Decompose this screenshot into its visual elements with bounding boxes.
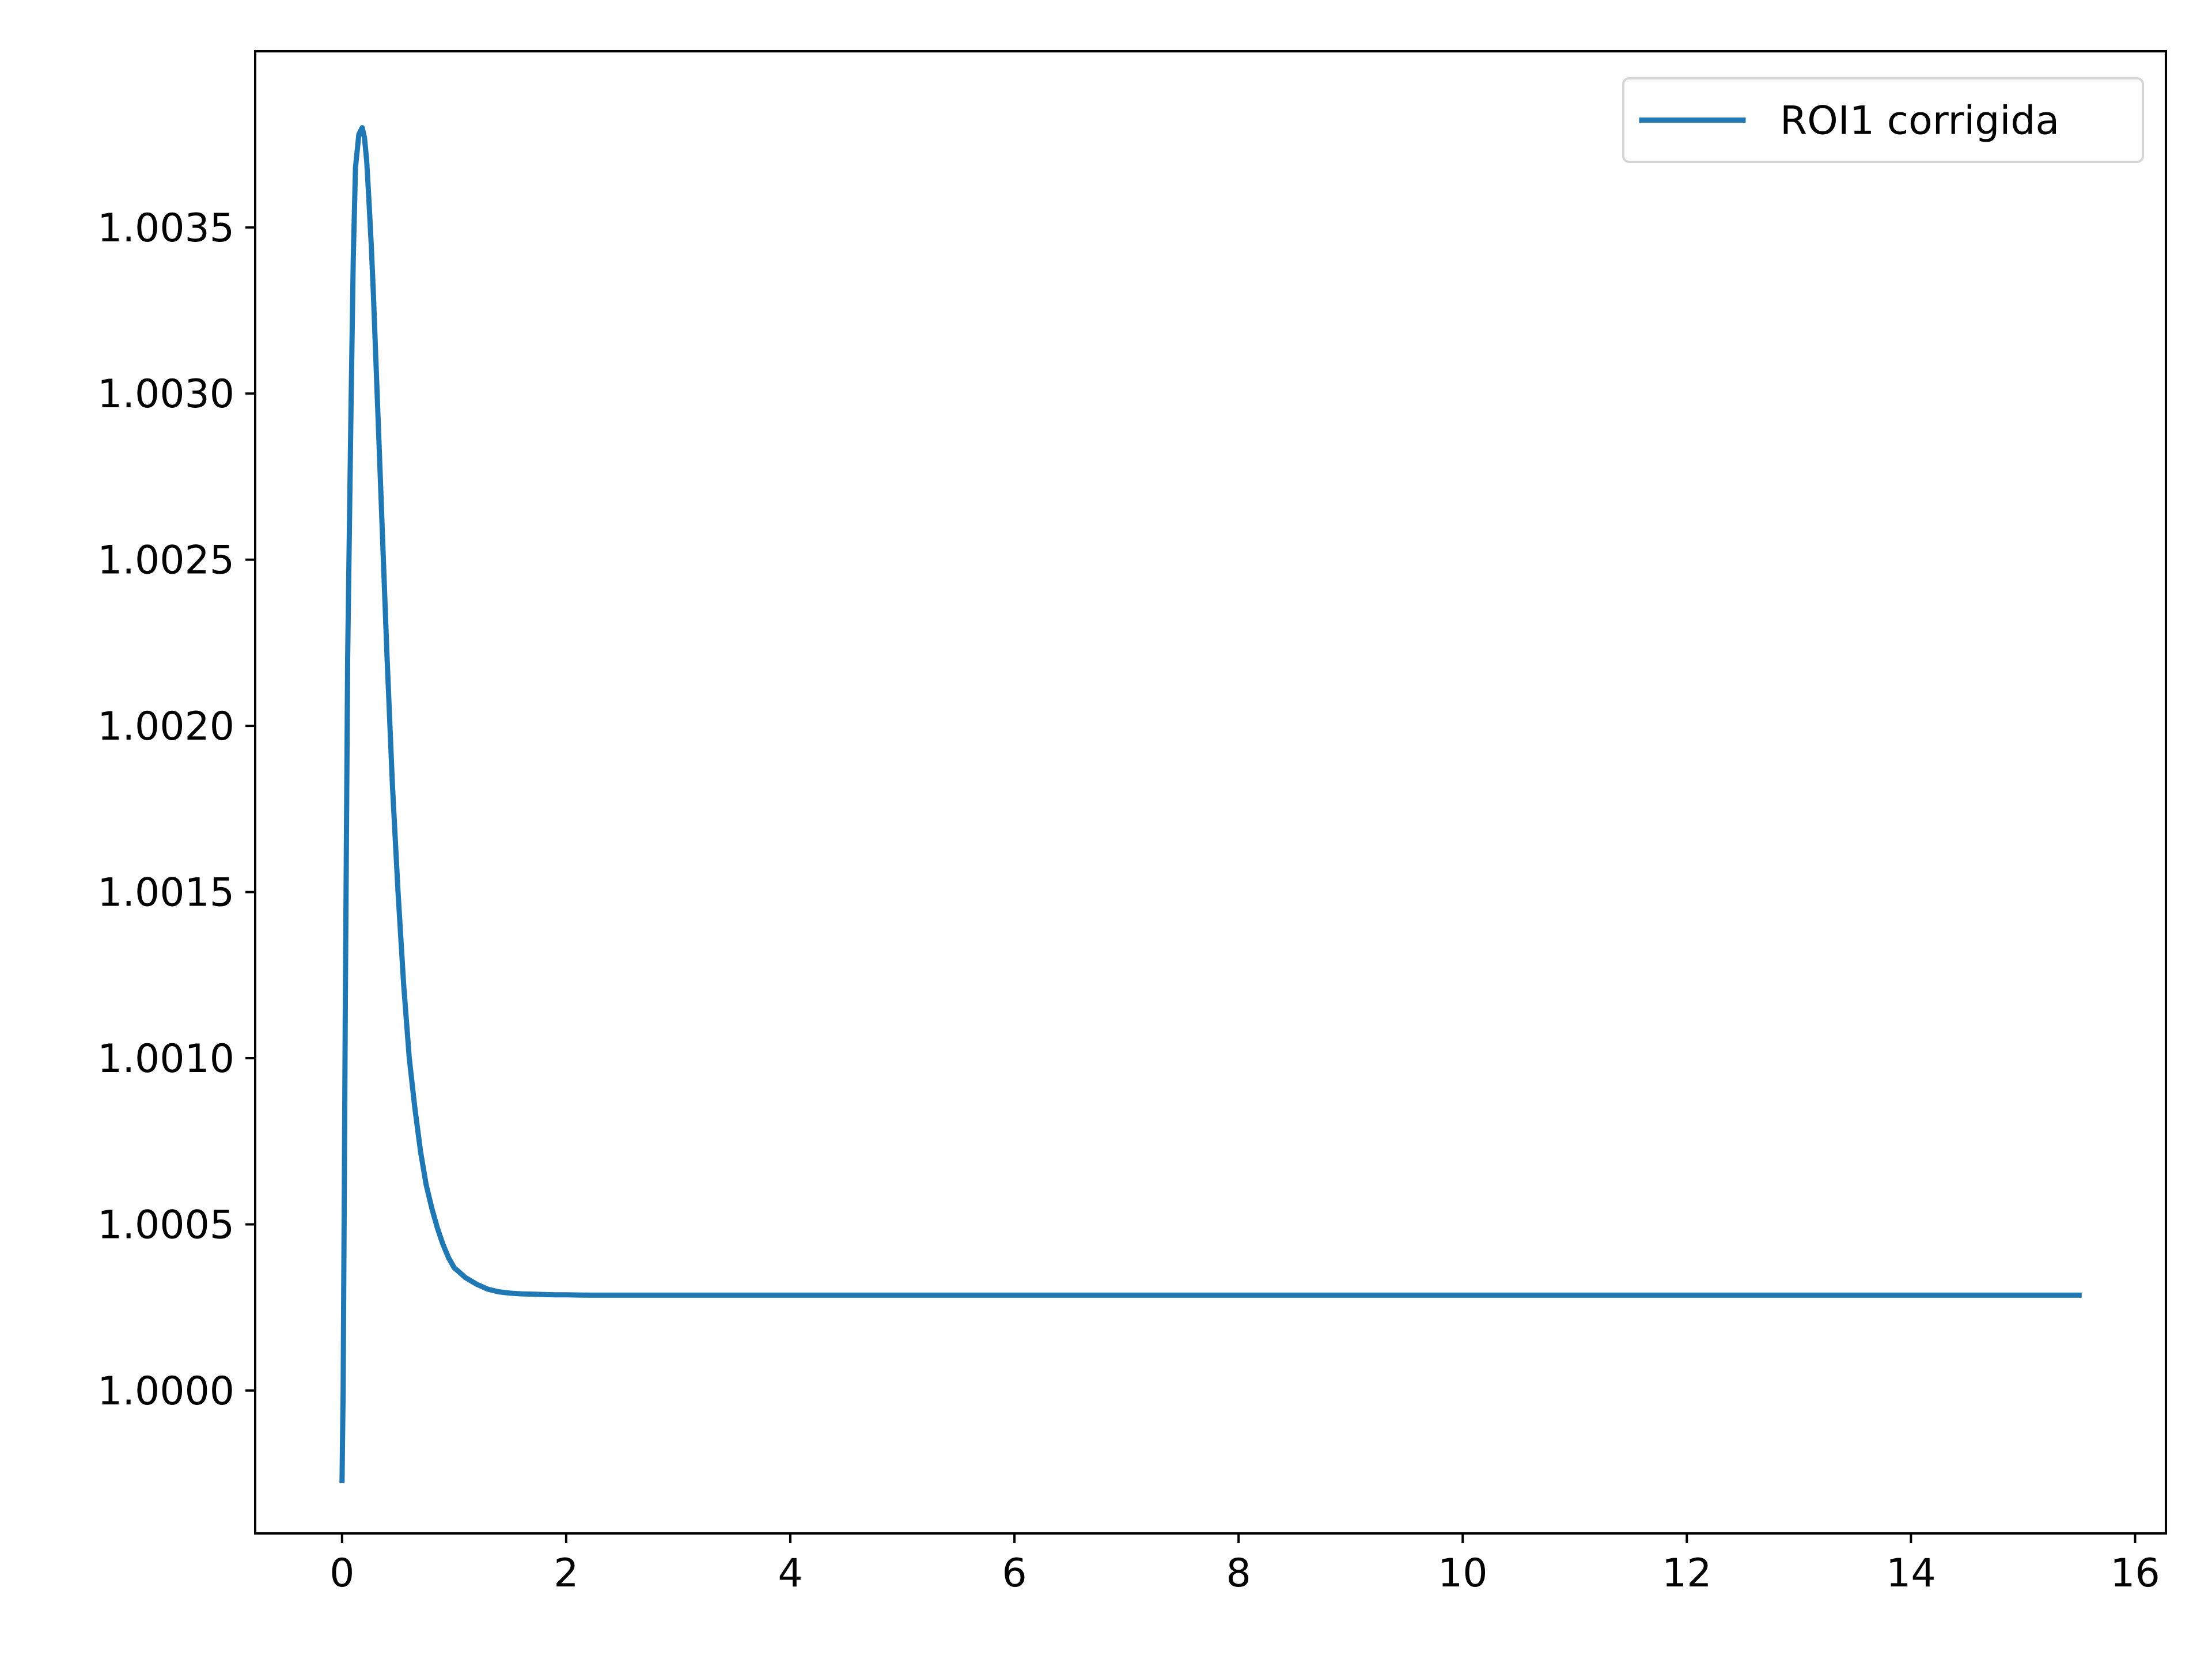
y-tick-label: 1.0025 <box>97 538 234 584</box>
x-tick-label: 12 <box>1662 1551 1712 1596</box>
axes: 0 2 4 6 8 10 12 14 16 1.0000 1.0005 1.0010 1.0015 1.0… <box>97 50 2167 1596</box>
axes-frame <box>254 50 2167 1535</box>
legend-label-0: ROI1 corrigida <box>1780 99 2059 144</box>
y-tick-label: 1.0035 <box>97 206 234 251</box>
x-tick-label: 14 <box>1886 1551 1936 1596</box>
y-tick-label: 1.0000 <box>97 1369 234 1414</box>
x-tick-label: 4 <box>778 1551 802 1596</box>
x-tick-label: 8 <box>1226 1551 1251 1596</box>
legend-box <box>1622 77 2144 163</box>
y-tick-label: 1.0010 <box>97 1036 234 1082</box>
x-tick-label: 16 <box>2110 1551 2160 1596</box>
x-tick-label: 2 <box>554 1551 578 1596</box>
x-tick-label: 0 <box>329 1551 354 1596</box>
y-tick-label: 1.0005 <box>97 1202 234 1248</box>
legend: ROI1 corrigida <box>1622 77 2144 163</box>
series-line-0 <box>339 125 2082 1483</box>
plot-area <box>339 125 2082 1483</box>
y-tick-label: 1.0030 <box>97 372 234 417</box>
y-tick-label: 1.0020 <box>97 704 234 749</box>
x-tick-label: 6 <box>1002 1551 1027 1596</box>
x-tick-label: 10 <box>1438 1551 1488 1596</box>
y-tick-label: 1.0015 <box>97 870 234 916</box>
